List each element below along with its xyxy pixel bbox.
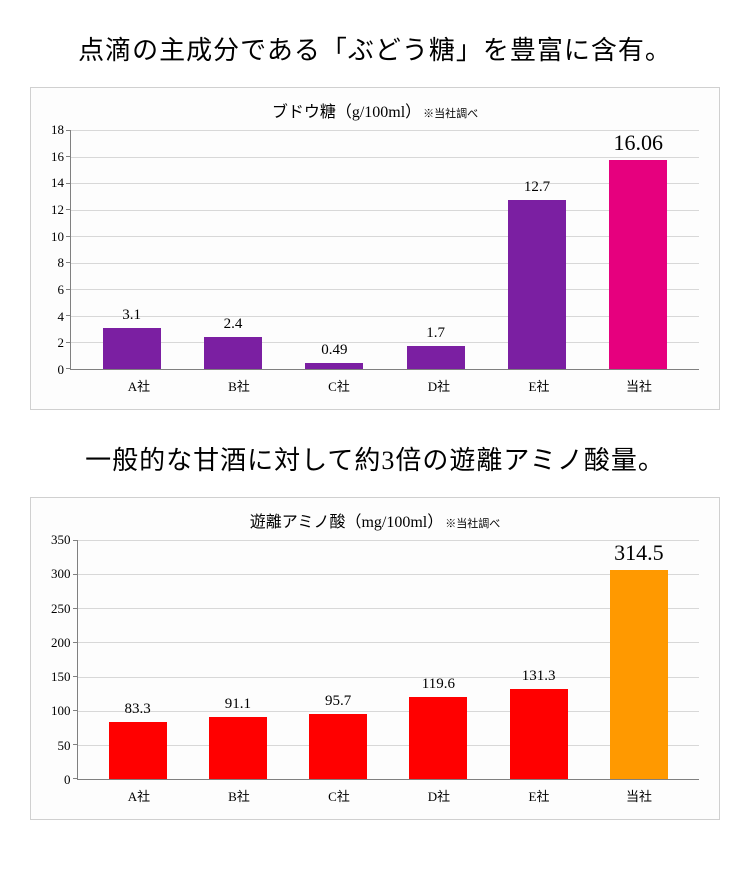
amino-chart-bar bbox=[610, 570, 668, 779]
amino-chart-bar bbox=[109, 722, 167, 779]
amino-chart-bar-wrap: 314.5 bbox=[589, 540, 689, 779]
glucose-chart-bar-wrap: 0.49 bbox=[284, 130, 385, 369]
amino-chart-plot-area: 83.3 91.1 95.7 119.6 131.3 314.5 bbox=[77, 540, 700, 780]
glucose-chart-bar-wrap: 12.7 bbox=[486, 130, 587, 369]
glucose-chart-bar bbox=[305, 363, 363, 370]
amino-chart-bar-value: 131.3 bbox=[522, 668, 556, 685]
amino-chart-bar-value: 314.5 bbox=[614, 540, 664, 566]
glucose-chart-x-axis: A社B社C社D社E社当社 bbox=[79, 370, 699, 395]
glucose-chart-plot-area: 3.1 2.4 0.49 1.7 12.7 16.06 bbox=[70, 130, 699, 370]
glucose-chart-bar-value: 1.7 bbox=[426, 325, 445, 342]
glucose-chart-bar bbox=[407, 346, 465, 369]
amino-chart-x-label: A社 bbox=[89, 786, 189, 805]
glucose-chart-bar-value: 3.1 bbox=[122, 307, 141, 324]
glucose-chart-x-label: 当社 bbox=[589, 376, 689, 395]
amino-chart-title-main: 遊離アミノ酸（mg/100ml） bbox=[250, 514, 443, 531]
amino-chart-bar bbox=[510, 689, 568, 779]
glucose-chart-bar bbox=[508, 200, 566, 369]
amino-chart-x-label: E社 bbox=[489, 786, 589, 805]
glucose-chart-bar-wrap: 1.7 bbox=[385, 130, 486, 369]
glucose-chart-bar bbox=[103, 328, 161, 369]
glucose-chart-title-main: ブドウ糖（g/100ml） bbox=[272, 104, 421, 121]
glucose-chart-x-label: C社 bbox=[289, 376, 389, 395]
glucose-chart-bar bbox=[609, 160, 667, 369]
glucose-chart-bar-wrap: 2.4 bbox=[182, 130, 283, 369]
glucose-chart-bar-wrap: 16.06 bbox=[588, 130, 689, 369]
amino-chart-bar-value: 95.7 bbox=[325, 693, 351, 710]
glucose-chart-title-note: ※当社調べ bbox=[423, 108, 478, 120]
amino-chart-x-label: 当社 bbox=[589, 786, 689, 805]
amino-chart-bar-value: 91.1 bbox=[225, 696, 251, 713]
amino-chart-title: 遊離アミノ酸（mg/100ml）※当社調べ bbox=[51, 508, 699, 532]
amino-chart-bar bbox=[409, 697, 467, 779]
amino-chart-bar-wrap: 119.6 bbox=[388, 540, 488, 779]
amino-chart-bar bbox=[209, 717, 267, 779]
amino-chart-bar bbox=[309, 714, 367, 779]
amino-chart-x-label: B社 bbox=[189, 786, 289, 805]
amino-chart-x-label: C社 bbox=[289, 786, 389, 805]
glucose-chart-bar-value: 16.06 bbox=[614, 130, 664, 156]
amino-chart-bar-wrap: 83.3 bbox=[88, 540, 188, 779]
heading-glucose: 点滴の主成分である「ぶどう糖」を豊富に含有。 bbox=[30, 30, 720, 67]
amino-chart-x-axis: A社B社C社D社E社当社 bbox=[79, 780, 699, 805]
glucose-chart-x-label: D社 bbox=[389, 376, 489, 395]
glucose-chart-x-label: A社 bbox=[89, 376, 189, 395]
amino-chart-body: 35030025020015010050083.391.195.7119.613… bbox=[51, 540, 699, 805]
glucose-chart-x-label: E社 bbox=[489, 376, 589, 395]
chart-glucose: ブドウ糖（g/100ml）※当社調べ1816141210864203.12.40… bbox=[30, 87, 720, 410]
amino-chart-x-label: D社 bbox=[389, 786, 489, 805]
glucose-chart-bars: 3.1 2.4 0.49 1.7 12.7 16.06 bbox=[71, 130, 699, 369]
glucose-chart-bar-value: 0.49 bbox=[321, 342, 347, 359]
amino-chart-bar-wrap: 95.7 bbox=[288, 540, 388, 779]
glucose-chart-title: ブドウ糖（g/100ml）※当社調べ bbox=[51, 98, 699, 122]
glucose-chart-bar-value: 12.7 bbox=[524, 179, 550, 196]
glucose-chart-x-label: B社 bbox=[189, 376, 289, 395]
glucose-chart-body: 1816141210864203.12.40.491.712.716.06A社B… bbox=[51, 130, 699, 395]
amino-chart-bar-wrap: 91.1 bbox=[188, 540, 288, 779]
amino-chart-title-note: ※当社調べ bbox=[445, 518, 500, 530]
glucose-chart-bar-wrap: 3.1 bbox=[81, 130, 182, 369]
amino-chart-bar-wrap: 131.3 bbox=[489, 540, 589, 779]
glucose-chart-bar bbox=[204, 337, 262, 369]
amino-chart-bars: 83.3 91.1 95.7 119.6 131.3 314.5 bbox=[78, 540, 700, 779]
amino-chart-bar-value: 83.3 bbox=[125, 701, 151, 718]
glucose-chart-bar-value: 2.4 bbox=[224, 316, 243, 333]
chart-amino: 遊離アミノ酸（mg/100ml）※当社調べ3503002502001501005… bbox=[30, 497, 720, 820]
amino-chart-bar-value: 119.6 bbox=[422, 676, 455, 693]
page: 点滴の主成分である「ぶどう糖」を豊富に含有。 ブドウ糖（g/100ml）※当社調… bbox=[0, 0, 750, 870]
heading-amino: 一般的な甘酒に対して約3倍の遊離アミノ酸量。 bbox=[30, 440, 720, 477]
